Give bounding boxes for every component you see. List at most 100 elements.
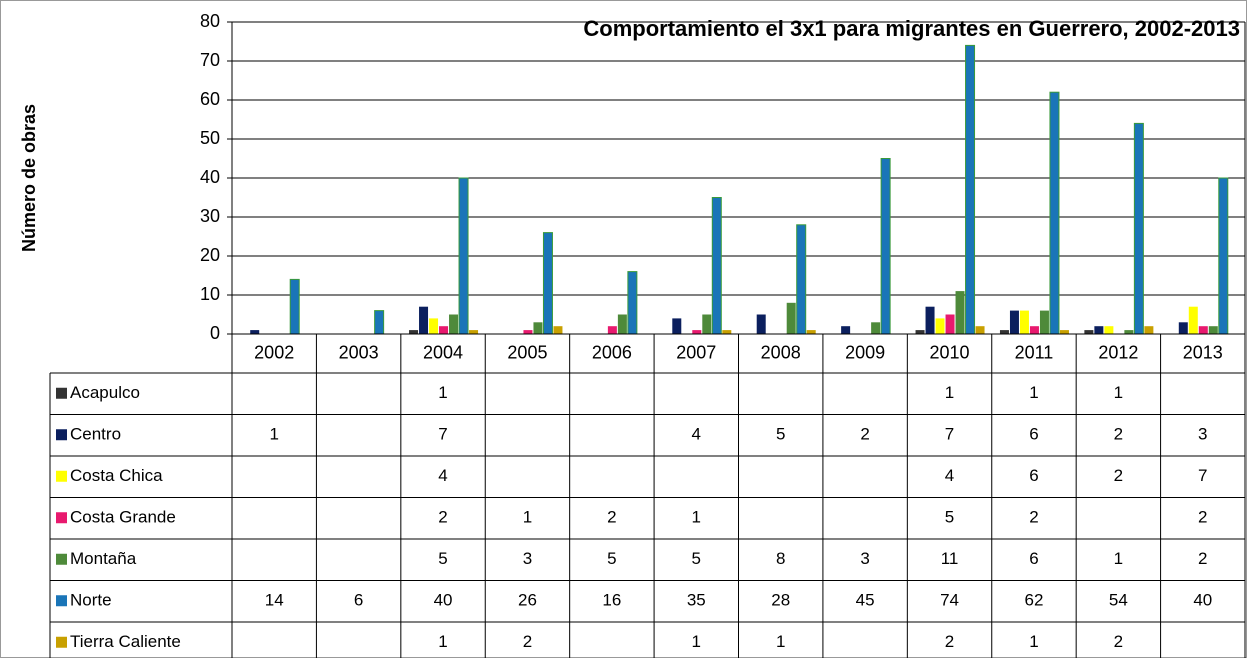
bar	[533, 322, 543, 334]
bar	[722, 330, 732, 334]
table-cell: 1	[692, 508, 701, 527]
table-cell: 5	[945, 508, 954, 527]
table-cell: 6	[1029, 466, 1038, 485]
bar	[1178, 322, 1188, 334]
bar	[1124, 330, 1134, 334]
legend-label: Tierra Caliente	[70, 632, 181, 651]
x-tick-label: 2012	[1098, 342, 1138, 362]
y-tick-label: 40	[200, 167, 220, 187]
x-tick-label: 2007	[676, 342, 716, 362]
y-tick-label: 70	[200, 50, 220, 70]
bar	[1059, 330, 1069, 334]
bar	[1104, 326, 1114, 334]
table-cell: 74	[940, 591, 959, 610]
bar	[627, 271, 638, 335]
table-cell: 8	[776, 549, 785, 568]
legend-label: Centro	[70, 425, 121, 444]
legend-swatch	[56, 512, 67, 524]
table-cell: 4	[438, 466, 447, 485]
table-cell: 28	[771, 591, 790, 610]
legend-label: Costa Chica	[70, 466, 163, 485]
bar	[607, 326, 617, 334]
bar	[1198, 326, 1208, 334]
bar	[925, 306, 935, 334]
bar	[617, 314, 627, 334]
table-cell: 2	[438, 508, 447, 527]
bar	[1019, 310, 1029, 334]
table-cell: 6	[1029, 425, 1038, 444]
bar	[439, 326, 449, 334]
table-cell: 2	[1198, 549, 1207, 568]
bar	[1208, 326, 1218, 334]
table-cell: 35	[687, 591, 706, 610]
x-tick-label: 2003	[339, 342, 379, 362]
table-cell: 3	[1198, 425, 1207, 444]
table-cell: 5	[438, 549, 447, 568]
bar	[711, 197, 722, 335]
bar	[692, 330, 702, 334]
table-cell: 1	[945, 383, 954, 402]
bar	[806, 330, 816, 334]
x-tick-label: 2005	[507, 342, 547, 362]
table-cell: 5	[776, 425, 785, 444]
table-cell: 1	[1114, 383, 1123, 402]
bar	[975, 326, 985, 334]
bar	[1133, 122, 1144, 335]
bar	[542, 232, 553, 335]
bar	[1218, 177, 1229, 335]
table-cell: 2	[1114, 466, 1123, 485]
table-cell: 5	[692, 549, 701, 568]
bar	[553, 326, 563, 334]
bar	[1029, 326, 1039, 334]
table-cell: 40	[434, 591, 453, 610]
table-cell: 1	[523, 508, 532, 527]
y-tick-label: 10	[200, 284, 220, 304]
bar	[429, 318, 439, 334]
bar	[1009, 310, 1019, 334]
x-tick-label: 2008	[761, 342, 801, 362]
bar	[250, 330, 260, 334]
y-tick-label: 50	[200, 128, 220, 148]
table-cell: 1	[269, 425, 278, 444]
y-tick-label: 80	[200, 11, 220, 31]
table-cell: 4	[692, 425, 701, 444]
table-cell: 7	[438, 425, 447, 444]
table-cell: 1	[438, 383, 447, 402]
legend-swatch	[56, 429, 67, 441]
table-cell: 54	[1109, 591, 1128, 610]
legend-label: Norte	[70, 591, 112, 610]
bar	[945, 314, 955, 334]
table-cell: 3	[523, 549, 532, 568]
bar	[999, 330, 1009, 334]
table-cell: 2	[1029, 508, 1038, 527]
table-cell: 16	[602, 591, 621, 610]
bar	[935, 318, 945, 334]
bar	[841, 326, 851, 334]
table-cell: 2	[1114, 632, 1123, 651]
bar	[880, 158, 891, 335]
legend-label: Costa Grande	[70, 508, 176, 527]
table-cell: 1	[438, 632, 447, 651]
legend-label: Acapulco	[70, 383, 140, 402]
table-cell: 2	[1114, 425, 1123, 444]
table-cell: 11	[941, 549, 959, 568]
bar	[786, 302, 796, 334]
legend-swatch	[56, 470, 67, 482]
legend-swatch	[56, 595, 67, 607]
table-cell: 4	[945, 466, 954, 485]
table-cell: 26	[518, 591, 537, 610]
x-tick-label: 2010	[930, 342, 970, 362]
table-cell: 1	[1029, 632, 1038, 651]
bar	[409, 330, 419, 334]
table-cell: 6	[1029, 549, 1038, 568]
y-tick-label: 0	[210, 323, 220, 343]
bar	[1039, 310, 1049, 334]
table-cell: 2	[1198, 508, 1207, 527]
x-tick-label: 2002	[254, 342, 294, 362]
legend-label: Montaña	[70, 549, 137, 568]
legend-swatch	[56, 387, 67, 399]
bar	[1188, 306, 1198, 334]
x-tick-label: 2006	[592, 342, 632, 362]
table-cell: 1	[1114, 549, 1123, 568]
